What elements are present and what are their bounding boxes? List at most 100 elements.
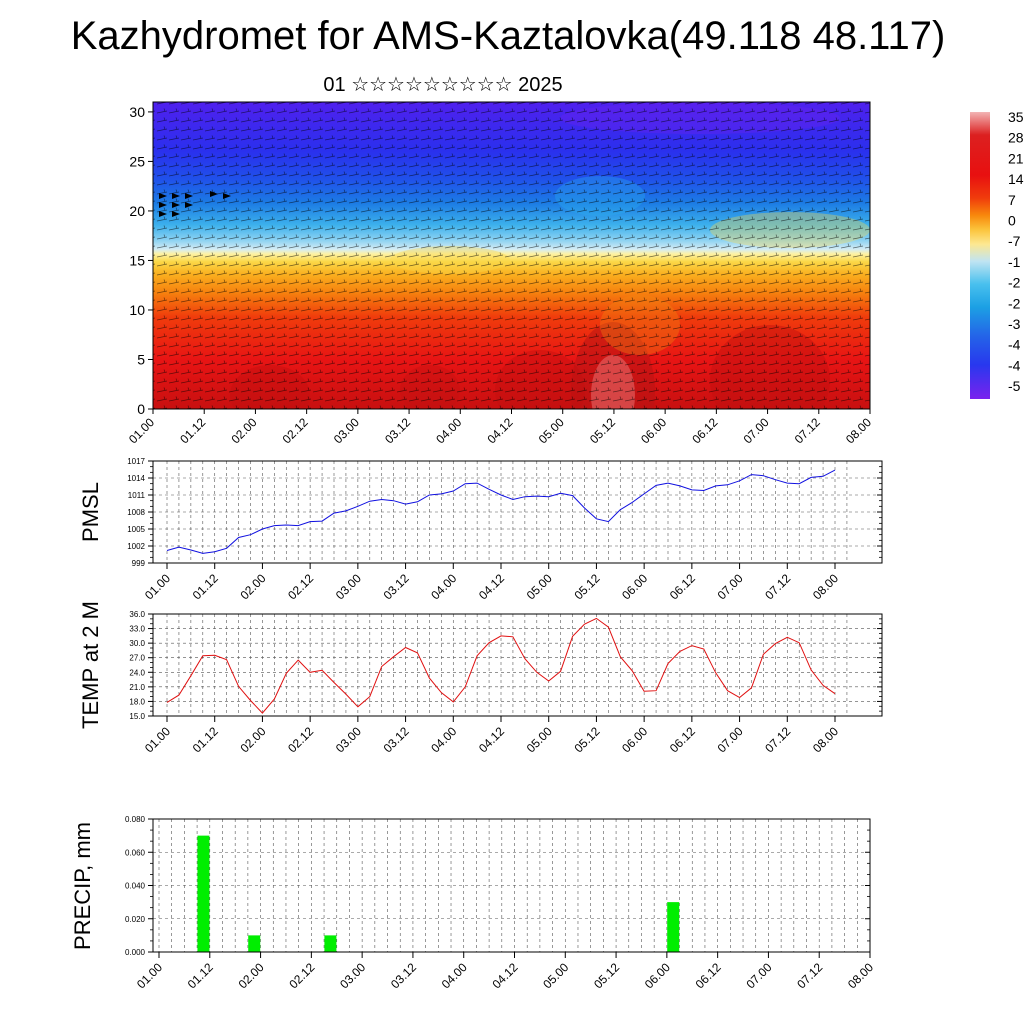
heatmap-x-axis: 01.00 01.12 02.00 02.12 03.00 03.12 04.00 04.12… xyxy=(126,409,874,446)
temp-ytick-label-6: 33.0 xyxy=(129,625,145,634)
colorbar-label-2: 21 xyxy=(1008,150,1024,166)
temp-panel: 15.018.021.024.027.030.033.036.0 01.00 01… xyxy=(78,601,883,755)
heat-xtick-label-6: 04.00 xyxy=(433,415,464,446)
precip-bar-3 xyxy=(197,835,210,952)
colorbar-label-6: -7 xyxy=(1008,233,1021,249)
pmsl-ytick-label-5: 1014 xyxy=(127,474,145,483)
heat-xtick-label-7: 04.12 xyxy=(484,415,515,446)
wind-barb-markers xyxy=(159,191,231,217)
temp-ytick-label-5: 30.0 xyxy=(129,639,145,648)
temp-xtick-label-10: 06.00 xyxy=(619,724,650,755)
pmsl-xtick-label-8: 05.00 xyxy=(524,571,555,602)
precip-xtick-label-4: 03.00 xyxy=(337,960,368,991)
temp-grid xyxy=(153,614,882,716)
temp-xtick-label-8: 05.00 xyxy=(524,724,555,755)
temp-xtick-label-2: 02.00 xyxy=(237,724,268,755)
pmsl-xtick-label-7: 04.12 xyxy=(476,571,507,602)
colorbar-labels: 35 28 21 14 7 0 -7 -1 -2 -2 -3 -4 -4 -5 xyxy=(1008,109,1024,394)
wind-marker-0 xyxy=(159,193,167,199)
heat-ytick-label-1: 5 xyxy=(137,351,145,367)
temp-xtick-label-7: 04.12 xyxy=(476,724,507,755)
precip-xtick-label-13: 07.12 xyxy=(794,960,825,991)
precip-y-axis: 0.000 0.020 0.040 0.060 0.080 xyxy=(125,815,870,957)
pmsl-x-axis: 01.00 01.12 02.00 02.12 03.00 03.12 04.00 04.12… xyxy=(142,563,841,602)
wind-marker-4 xyxy=(172,202,180,208)
precip-xtick-label-6: 04.00 xyxy=(439,960,470,991)
pmsl-xtick-label-14: 08.00 xyxy=(810,571,841,602)
wind-marker-8 xyxy=(210,191,218,197)
wind-marker-3 xyxy=(159,202,167,208)
colorbar-label-1: 28 xyxy=(1008,130,1024,146)
precip-xtick-label-3: 02.12 xyxy=(286,960,317,991)
heat-xtick-label-8: 05.00 xyxy=(536,415,567,446)
temp-ytick-label-2: 21.0 xyxy=(129,683,145,692)
precip-xtick-label-12: 07.00 xyxy=(743,960,774,991)
wind-marker-2 xyxy=(185,193,193,199)
precip-xtick-label-9: 05.12 xyxy=(591,960,622,991)
temp-ytick-label-3: 24.0 xyxy=(129,668,145,677)
heat-xtick-label-1: 01.12 xyxy=(177,415,208,446)
temp-xtick-label-4: 03.00 xyxy=(333,724,364,755)
precip-bar-40 xyxy=(667,902,680,952)
temp-xtick-label-3: 02.12 xyxy=(285,724,316,755)
chart-title: Kazhydromet for AMS-Kaztalovka(49.118 48… xyxy=(70,14,946,58)
wind-marker-5 xyxy=(185,202,193,208)
pmsl-xtick-label-2: 02.00 xyxy=(237,571,268,602)
heat-xtick-label-2: 02.00 xyxy=(228,415,259,446)
wind-marker-7 xyxy=(172,211,180,217)
precip-xtick-label-11: 06.12 xyxy=(693,960,724,991)
heat-ytick-label-4: 20 xyxy=(129,203,145,219)
precip-ytick-label-1: 0.020 xyxy=(125,915,146,924)
heat-ytick-label-6: 30 xyxy=(129,104,145,120)
pmsl-ylabel: PMSL xyxy=(78,482,103,542)
colorbar-label-0: 35 xyxy=(1008,109,1024,125)
pmsl-grid xyxy=(153,461,882,563)
colorbar-label-10: -3 xyxy=(1008,316,1021,332)
precip-ylabel: PRECIP, mm xyxy=(70,822,95,950)
pmsl-xtick-label-4: 03.00 xyxy=(333,571,364,602)
temp-ylabel: TEMP at 2 M xyxy=(78,601,103,729)
temp-xtick-label-5: 03.12 xyxy=(381,724,412,755)
temp-xtick-label-14: 08.00 xyxy=(810,724,841,755)
precip-panel: 0.000 0.020 0.040 0.060 0.080 01.00 01.12 02.0… xyxy=(70,815,876,991)
temp-xtick-label-12: 07.00 xyxy=(715,724,746,755)
precip-xtick-label-10: 06.00 xyxy=(642,960,673,991)
pmsl-y-axis: 999 1002 1005 1008 1011 1014 1017 xyxy=(127,457,882,568)
precip-grid xyxy=(153,819,870,952)
temp-frame xyxy=(152,613,883,717)
temp-xtick-label-0: 01.00 xyxy=(142,724,173,755)
pmsl-xtick-label-5: 03.12 xyxy=(381,571,412,602)
temp-xtick-label-1: 01.12 xyxy=(190,724,221,755)
heat-xtick-label-3: 02.12 xyxy=(280,415,311,446)
precip-bar-13 xyxy=(324,935,337,952)
precip-xtick-label-1: 01.12 xyxy=(185,960,216,991)
pmsl-series-line xyxy=(166,469,836,554)
precip-ytick-label-3: 0.060 xyxy=(125,848,146,857)
heat-xtick-label-11: 06.12 xyxy=(689,415,720,446)
precip-bars xyxy=(197,835,680,952)
temp-ytick-label-0: 15.0 xyxy=(129,712,145,721)
precip-x-axis: 01.00 01.12 02.00 02.12 03.00 03.12 04.00 04.12… xyxy=(134,952,876,991)
wind-marker-1 xyxy=(172,193,180,199)
chart-subtitle: 01 ☆☆☆☆☆☆☆☆☆ 2025 xyxy=(323,74,563,96)
temp-ytick-label-4: 27.0 xyxy=(129,654,145,663)
pmsl-xtick-label-10: 06.00 xyxy=(619,571,650,602)
pmsl-panel: 999 1002 1005 1008 1011 1014 1017 01.00 01.12 02… xyxy=(78,457,883,602)
temp-xtick-label-9: 05.12 xyxy=(571,724,602,755)
temp-ytick-label-7: 36.0 xyxy=(129,610,145,619)
precip-xtick-label-0: 01.00 xyxy=(134,960,165,991)
precip-xtick-label-8: 05.00 xyxy=(540,960,571,991)
heat-xtick-label-14: 08.00 xyxy=(843,415,874,446)
wind-marker-9 xyxy=(223,193,231,199)
heatmap-y-axis: 0 5 10 15 20 25 30 xyxy=(129,104,153,417)
colorbar-gradient xyxy=(970,112,990,399)
heat-ytick-label-0: 0 xyxy=(137,401,145,417)
heat-xtick-label-0: 01.00 xyxy=(126,415,157,446)
pmsl-ytick-label-3: 1008 xyxy=(127,508,145,517)
colorbar: 35 28 21 14 7 0 -7 -1 -2 -2 -3 -4 -4 -5 xyxy=(970,109,1024,399)
heat-xtick-label-4: 03.00 xyxy=(331,415,362,446)
pmsl-ytick-label-2: 1005 xyxy=(127,525,145,534)
temp-xtick-label-11: 06.12 xyxy=(667,724,698,755)
pmsl-ytick-label-4: 1011 xyxy=(128,491,146,500)
